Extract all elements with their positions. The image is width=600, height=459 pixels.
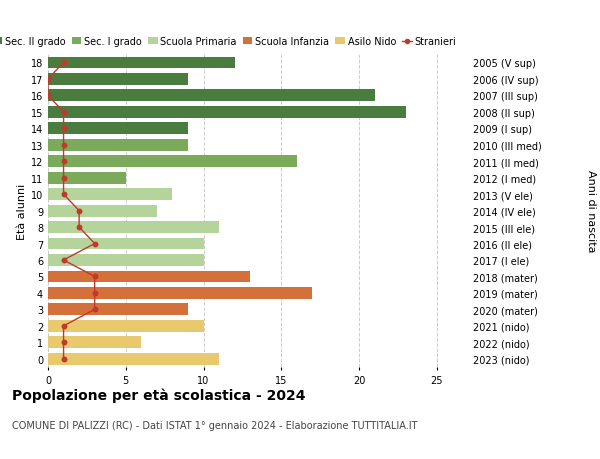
Bar xyxy=(48,287,313,299)
Point xyxy=(59,355,68,363)
Text: COMUNE DI PALIZZI (RC) - Dati ISTAT 1° gennaio 2024 - Elaborazione TUTTITALIA.IT: COMUNE DI PALIZZI (RC) - Dati ISTAT 1° g… xyxy=(12,420,418,430)
Bar xyxy=(48,123,188,135)
Bar xyxy=(48,353,219,365)
Point xyxy=(90,241,100,248)
Bar xyxy=(48,254,203,266)
Point xyxy=(90,290,100,297)
Point xyxy=(74,207,84,215)
Point xyxy=(90,306,100,313)
Point xyxy=(59,142,68,149)
Point xyxy=(59,323,68,330)
Bar xyxy=(48,173,126,184)
Bar xyxy=(48,140,188,151)
Point xyxy=(59,191,68,198)
Text: Anni di nascita: Anni di nascita xyxy=(586,170,596,252)
Bar xyxy=(48,320,203,332)
Legend: Sec. II grado, Sec. I grado, Scuola Primaria, Scuola Infanzia, Asilo Nido, Stran: Sec. II grado, Sec. I grado, Scuola Prim… xyxy=(0,37,457,47)
Point xyxy=(74,224,84,231)
Point xyxy=(59,60,68,67)
Bar xyxy=(48,106,406,118)
Bar xyxy=(48,74,188,86)
Text: Popolazione per età scolastica - 2024: Popolazione per età scolastica - 2024 xyxy=(12,388,305,403)
Point xyxy=(59,257,68,264)
Point xyxy=(43,92,53,100)
Y-axis label: Età alunni: Età alunni xyxy=(17,183,26,239)
Bar xyxy=(48,90,374,102)
Bar xyxy=(48,271,250,283)
Bar xyxy=(48,238,203,250)
Bar xyxy=(48,205,157,217)
Point xyxy=(59,109,68,116)
Point xyxy=(59,158,68,166)
Bar xyxy=(48,336,142,348)
Bar xyxy=(48,57,235,69)
Bar xyxy=(48,156,297,168)
Point xyxy=(59,339,68,346)
Bar xyxy=(48,304,188,316)
Point xyxy=(43,76,53,84)
Bar xyxy=(48,189,172,201)
Point xyxy=(59,174,68,182)
Point xyxy=(90,273,100,280)
Point xyxy=(59,125,68,133)
Bar xyxy=(48,222,219,234)
